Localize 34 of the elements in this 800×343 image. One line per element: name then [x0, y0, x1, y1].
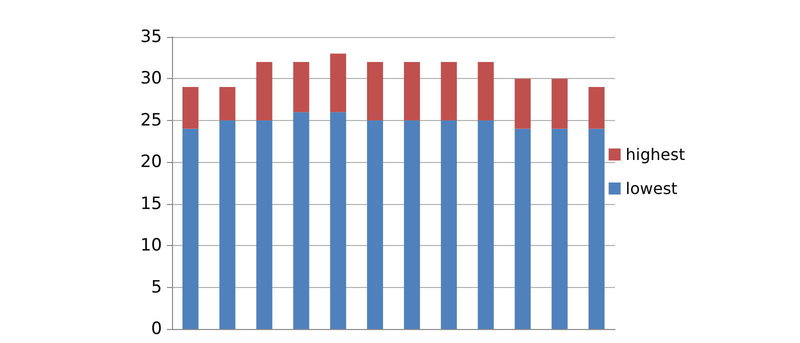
bar	[588, 87, 605, 129]
bar	[404, 120, 420, 329]
bar	[182, 128, 198, 329]
y-tick-label: 30	[140, 68, 162, 89]
legend-label: highest	[626, 145, 686, 164]
y-tick-label: 15	[140, 194, 162, 214]
bar	[182, 87, 198, 129]
bar	[404, 62, 420, 120]
bar	[514, 78, 531, 129]
bar	[330, 54, 346, 112]
bar	[330, 112, 346, 329]
y-tick-label: 5	[151, 277, 162, 298]
bar	[293, 62, 310, 112]
bar	[256, 62, 272, 120]
bar	[293, 112, 310, 329]
legend-label: lowest	[626, 179, 678, 198]
bar	[478, 62, 494, 120]
bar	[367, 120, 384, 329]
bar	[478, 120, 494, 329]
bar	[552, 78, 568, 129]
y-tick-label: 0	[151, 319, 162, 339]
y-tick-label: 10	[140, 236, 162, 256]
bar	[256, 120, 272, 329]
bar	[219, 120, 236, 329]
bar	[219, 87, 236, 120]
bar	[588, 128, 605, 329]
y-tick-label: 35	[140, 27, 162, 47]
bar	[440, 62, 457, 120]
bar	[367, 62, 384, 120]
y-tick-label: 25	[140, 110, 162, 130]
bar	[514, 128, 531, 329]
bar	[440, 120, 457, 329]
bar	[552, 128, 568, 329]
y-tick-label: 20	[140, 152, 162, 172]
